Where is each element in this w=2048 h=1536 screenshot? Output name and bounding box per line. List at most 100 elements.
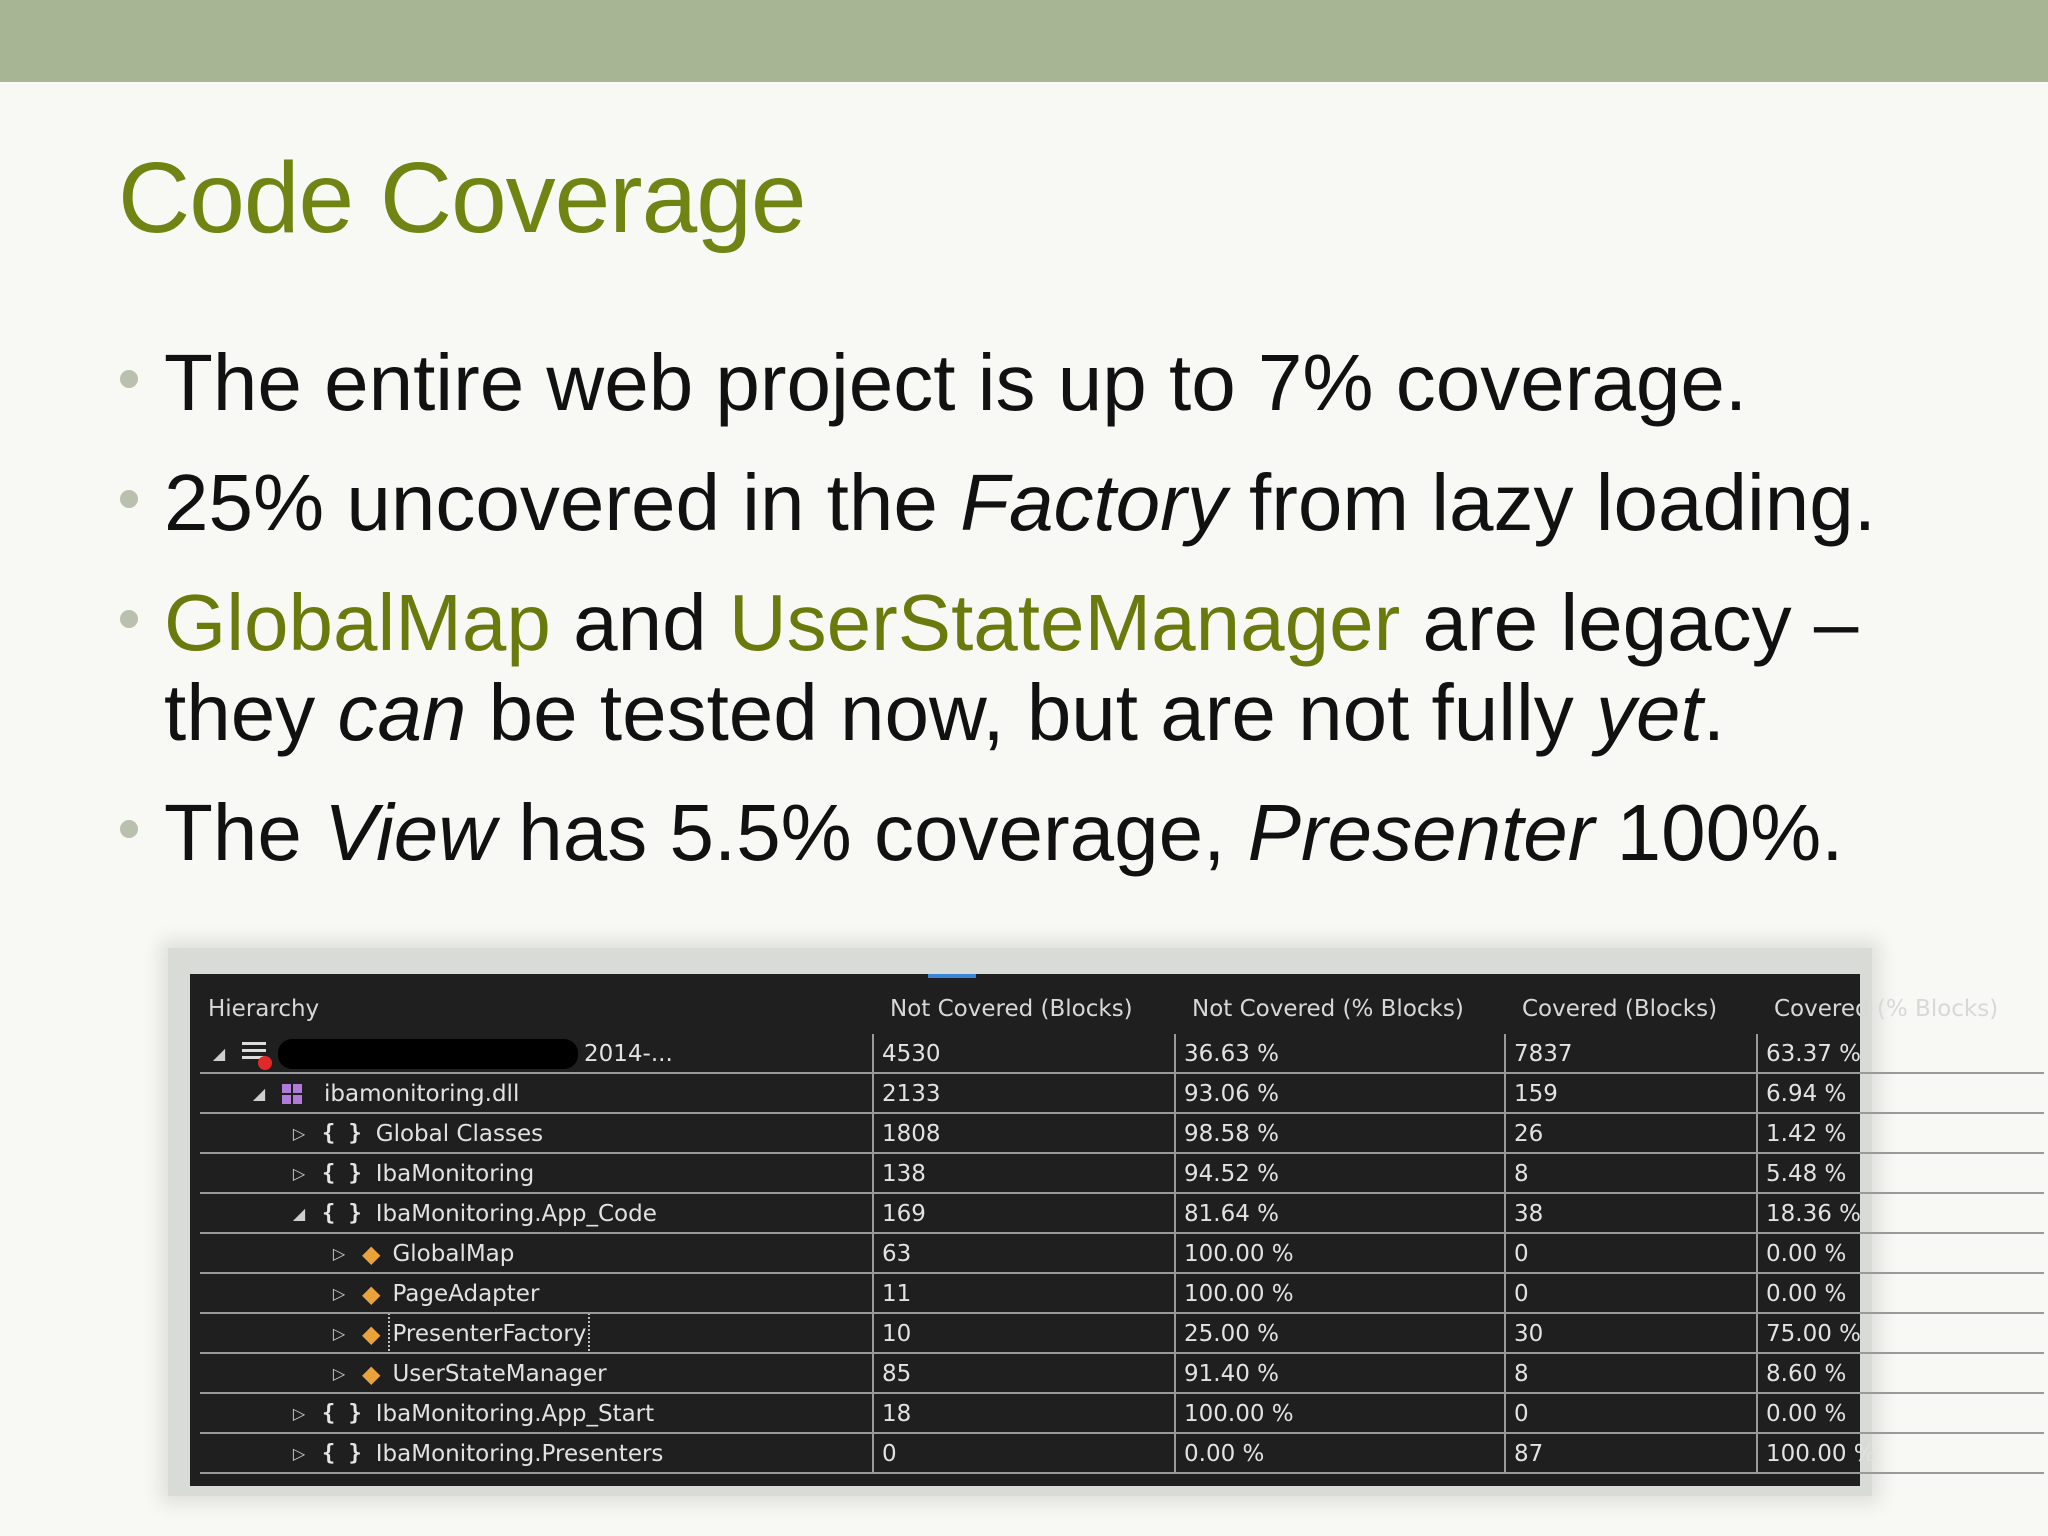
hierarchy-cell: ▷ ◆ PageAdapter	[200, 1274, 872, 1314]
hierarchy-cell: ◢ { } IbaMonitoring.App_Code	[200, 1194, 872, 1234]
column-header-not-covered-blocks[interactable]: Not Covered (Blocks)	[890, 996, 1133, 1022]
not-covered-pct-cell: 36.63 %	[1174, 1034, 1504, 1074]
namespace-icon: { }	[322, 1441, 362, 1466]
column-header-not-covered-pct[interactable]: Not Covered (% Blocks)	[1192, 996, 1464, 1022]
row-name: IbaMonitoring.Presenters	[375, 1441, 664, 1467]
table-row[interactable]: ▷ ◆ PageAdapter 11 100.00 % 0 0.00 %	[190, 1274, 2044, 1314]
covered-pct-cell: 1.42 %	[1756, 1114, 2044, 1154]
table-row[interactable]: ◢ ibamonitoring.dll 2133 93.06 % 159 6.9…	[190, 1074, 2044, 1114]
expand-arrow-icon[interactable]: ▷	[292, 1124, 306, 1143]
not-covered-pct-cell: 100.00 %	[1174, 1394, 1504, 1434]
row-name: IbaMonitoring.App_Code	[375, 1201, 657, 1227]
bullet-text: The	[164, 788, 325, 877]
covered-pct-cell: 63.37 %	[1756, 1034, 2044, 1074]
bullet-text: be tested now, but are not fully	[466, 668, 1597, 757]
hierarchy-cell: ▷ ◆ UserStateManager	[200, 1354, 872, 1394]
covered-cell: 30	[1504, 1314, 1756, 1354]
expand-arrow-icon[interactable]: ▷	[332, 1364, 346, 1383]
coverage-grid: Hierarchy Not Covered (Blocks) Not Cover…	[190, 974, 2044, 1486]
bullet-item: The View has 5.5% coverage, Presenter 10…	[120, 788, 2020, 878]
row-name: PresenterFactory	[388, 1314, 591, 1352]
expand-arrow-icon[interactable]: ▷	[292, 1164, 306, 1183]
covered-pct-cell: 18.36 %	[1756, 1194, 2044, 1234]
grid-header: Hierarchy Not Covered (Blocks) Not Cover…	[190, 984, 1998, 1034]
expand-arrow-icon[interactable]: ▷	[332, 1244, 346, 1263]
expand-arrow-icon[interactable]: ▷	[292, 1404, 306, 1423]
not-covered-pct-cell: 91.40 %	[1174, 1354, 1504, 1394]
covered-cell: 0	[1504, 1394, 1756, 1434]
covered-cell: 26	[1504, 1114, 1756, 1154]
collapse-arrow-icon[interactable]: ◢	[252, 1084, 266, 1103]
bullet-text: from lazy loading.	[1226, 458, 1876, 547]
covered-pct-cell: 0.00 %	[1756, 1234, 2044, 1274]
row-name: Global Classes	[375, 1121, 544, 1147]
covered-cell: 0	[1504, 1274, 1756, 1314]
not-covered-pct-cell: 98.58 %	[1174, 1114, 1504, 1154]
not-covered-pct-cell: 94.52 %	[1174, 1154, 1504, 1194]
bullet-emphasis: Presenter	[1247, 788, 1595, 877]
row-name: GlobalMap	[392, 1241, 515, 1267]
hierarchy-cell: ◢ 2014-...	[200, 1034, 872, 1074]
column-header-covered-pct[interactable]: Covered (% Blocks)	[1774, 996, 1999, 1022]
table-row[interactable]: ▷ { } IbaMonitoring.App_Start 18 100.00 …	[190, 1394, 2044, 1434]
bullet-text: are legacy – they	[164, 578, 1859, 757]
table-row[interactable]: ▷ { } IbaMonitoring 138 94.52 % 8 5.48 %	[190, 1154, 2044, 1194]
table-row[interactable]: ◢ 2014-... 4530 36.63 % 7837 63.37 %	[190, 1034, 2044, 1074]
class-icon: ◆	[362, 1240, 381, 1268]
not-covered-cell: 4530	[872, 1034, 1174, 1074]
column-header-covered-blocks[interactable]: Covered (Blocks)	[1522, 996, 1718, 1022]
not-covered-cell: 85	[872, 1354, 1174, 1394]
redacted-name	[278, 1039, 578, 1069]
bullet-text: The entire web project is up to 7% cover…	[164, 338, 1748, 427]
covered-pct-cell: 0.00 %	[1756, 1274, 2044, 1314]
not-covered-pct-cell: 100.00 %	[1174, 1234, 1504, 1274]
table-row[interactable]: ▷ ◆ UserStateManager 85 91.40 % 8 8.60 %	[190, 1354, 2044, 1394]
class-icon: ◆	[362, 1320, 381, 1348]
covered-pct-cell: 8.60 %	[1756, 1354, 2044, 1394]
covered-cell: 8	[1504, 1154, 1756, 1194]
bullet-text: 25% uncovered in the	[164, 458, 961, 547]
table-row[interactable]: ▷ ◆ PresenterFactory 10 25.00 % 30 75.00…	[190, 1314, 2044, 1354]
table-row[interactable]: ◢ { } IbaMonitoring.App_Code 169 81.64 %…	[190, 1194, 2044, 1234]
hierarchy-cell: ▷ ◆ GlobalMap	[200, 1234, 872, 1274]
bullet-emphasis: yet	[1596, 668, 1703, 757]
row-name: 2014-...	[584, 1041, 673, 1067]
table-row[interactable]: ▷ ◆ GlobalMap 63 100.00 % 0 0.00 %	[190, 1234, 2044, 1274]
namespace-icon: { }	[322, 1161, 362, 1186]
bullet-emphasis: can	[337, 668, 467, 757]
table-row[interactable]: ▷ { } Global Classes 1808 98.58 % 26 1.4…	[190, 1114, 2044, 1154]
not-covered-pct-cell: 100.00 %	[1174, 1274, 1504, 1314]
row-name: ibamonitoring.dll	[324, 1081, 520, 1107]
column-header-hierarchy[interactable]: Hierarchy	[208, 996, 320, 1022]
expand-arrow-icon[interactable]: ▷	[332, 1284, 346, 1303]
bullet-text: has 5.5% coverage,	[496, 788, 1248, 877]
table-row[interactable]: ▷ { } IbaMonitoring.Presenters 0 0.00 % …	[190, 1434, 2044, 1474]
not-covered-cell: 0	[872, 1434, 1174, 1474]
not-covered-cell: 63	[872, 1234, 1174, 1274]
not-covered-pct-cell: 93.06 %	[1174, 1074, 1504, 1114]
bullet-dot	[120, 610, 138, 628]
slide-title: Code Coverage	[118, 142, 806, 254]
covered-cell: 7837	[1504, 1034, 1756, 1074]
assembly-icon	[282, 1084, 302, 1104]
covered-pct-cell: 75.00 %	[1756, 1314, 2044, 1354]
hierarchy-cell: ▷ { } IbaMonitoring.App_Start	[200, 1394, 872, 1434]
bullet-item: The entire web project is up to 7% cover…	[120, 338, 2020, 428]
hierarchy-cell: ▷ { } IbaMonitoring.Presenters	[200, 1434, 872, 1474]
namespace-icon: { }	[322, 1121, 362, 1146]
covered-cell: 87	[1504, 1434, 1756, 1474]
covered-cell: 38	[1504, 1194, 1756, 1234]
hierarchy-cell: ▷ { } IbaMonitoring	[200, 1154, 872, 1194]
class-icon: ◆	[362, 1360, 381, 1388]
collapse-arrow-icon[interactable]: ◢	[212, 1044, 226, 1063]
covered-pct-cell: 5.48 %	[1756, 1154, 2044, 1194]
collapse-arrow-icon[interactable]: ◢	[292, 1204, 306, 1223]
covered-pct-cell: 0.00 %	[1756, 1394, 2044, 1434]
expand-arrow-icon[interactable]: ▷	[292, 1444, 306, 1463]
bullet-highlight: UserStateManager	[728, 578, 1401, 667]
bullet-text: 100%.	[1594, 788, 1844, 877]
not-covered-cell: 2133	[872, 1074, 1174, 1114]
covered-cell: 0	[1504, 1234, 1756, 1274]
expand-arrow-icon[interactable]: ▷	[332, 1324, 346, 1343]
bullet-highlight: GlobalMap	[164, 578, 551, 667]
